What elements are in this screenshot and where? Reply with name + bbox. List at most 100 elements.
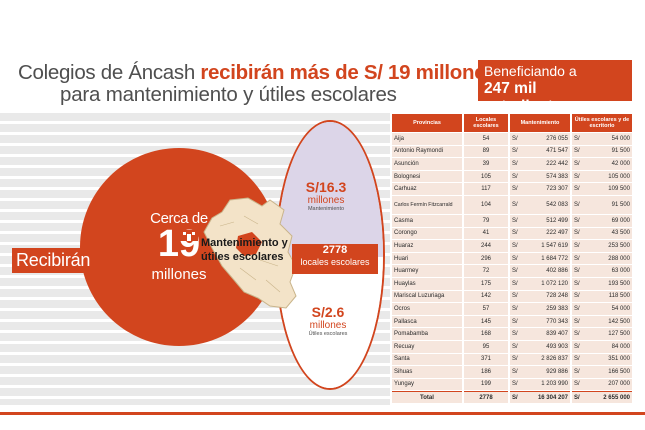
- cell-utiles-value: 105 000: [608, 173, 630, 180]
- cell-provincia: Casma: [392, 214, 462, 227]
- cell-locales: 186: [464, 366, 508, 378]
- cell-provincia: Asunción: [392, 158, 462, 170]
- cell-utiles: S/91 500: [572, 145, 632, 158]
- amount-maintenance: S/16.3 millones Mantenimiento: [296, 180, 356, 213]
- cell-locales: 175: [464, 277, 508, 290]
- table-row: Huaraz 244 S/1 547 619 S/253 500: [392, 240, 632, 252]
- cell-utiles: S/109 500: [572, 183, 632, 195]
- cell-locales: 117: [464, 183, 508, 195]
- province-table: Provincias Locales escolares Mantenimien…: [390, 113, 634, 404]
- cell-provincia: Yungay: [392, 378, 462, 391]
- amount-supplies-value: S/2.6: [311, 304, 345, 320]
- cell-utiles: S/288 000: [572, 252, 632, 265]
- currency-symbol: S/: [574, 148, 580, 155]
- currency-symbol: S/: [512, 201, 518, 208]
- school-icon: [179, 223, 199, 241]
- cell-locales: 39: [464, 158, 508, 170]
- cell-locales: 79: [464, 214, 508, 227]
- cell-mantenimiento-value: 542 083: [546, 201, 568, 208]
- footer-rule: [0, 412, 645, 415]
- table-row: Casma 79 S/512 499 S/69 000: [392, 214, 632, 227]
- top-blank-area: [0, 0, 645, 40]
- table-body: Aija 54 S/276 055 S/54 000 Antonio Raymondi 8…: [392, 133, 632, 403]
- table-row: Pallasca 145 S/770 343 S/142 500: [392, 315, 632, 328]
- total-mantenimiento: S/16 304 207: [510, 391, 570, 403]
- currency-symbol: S/: [574, 280, 580, 287]
- table-row: Antonio Raymondi 89 S/471 547 S/91 500: [392, 145, 632, 158]
- currency-symbol: S/: [512, 305, 518, 312]
- province-table-wrapper: Provincias Locales escolares Mantenimien…: [390, 113, 632, 404]
- currency-symbol: S/: [512, 268, 518, 275]
- cell-utiles: S/91 500: [572, 195, 632, 214]
- cell-provincia: Sihuas: [392, 366, 462, 378]
- cell-utiles: S/142 500: [572, 315, 632, 328]
- cell-utiles: S/63 000: [572, 265, 632, 277]
- table-row: Corongo 41 S/222 497 S/43 500: [392, 227, 632, 240]
- cell-mantenimiento: S/512 499: [510, 214, 570, 227]
- currency-symbol: S/: [574, 160, 580, 167]
- currency-symbol: S/: [574, 318, 580, 325]
- cell-mantenimiento: S/402 886: [510, 265, 570, 277]
- cell-mantenimiento: S/276 055: [510, 133, 570, 145]
- cell-provincia: Recuay: [392, 340, 462, 353]
- currency-symbol: S/: [574, 230, 580, 237]
- currency-symbol: S/: [574, 255, 580, 262]
- total-mantenimiento-value: 16 304 207: [537, 394, 568, 401]
- cell-utiles: S/54 000: [572, 303, 632, 315]
- cell-mantenimiento: S/493 903: [510, 340, 570, 353]
- cell-utiles: S/166 500: [572, 366, 632, 378]
- currency-symbol: S/: [574, 305, 580, 312]
- currency-symbol: S/: [512, 160, 518, 167]
- cell-mantenimiento-value: 2 826 837: [541, 356, 568, 363]
- cell-utiles: S/127 500: [572, 328, 632, 340]
- table-row: Bolognesi 105 S/574 383 S/105 000: [392, 170, 632, 183]
- cell-mantenimiento-value: 770 343: [546, 318, 568, 325]
- cell-locales: 145: [464, 315, 508, 328]
- cell-mantenimiento-value: 728 248: [546, 293, 568, 300]
- cell-locales: 105: [464, 170, 508, 183]
- cell-mantenimiento-value: 493 903: [546, 343, 568, 350]
- cell-mantenimiento: S/839 407: [510, 328, 570, 340]
- currency-symbol: S/: [512, 343, 518, 350]
- cell-provincia: Bolognesi: [392, 170, 462, 183]
- table-row: Asunción 39 S/222 442 S/42 000: [392, 158, 632, 170]
- cell-utiles: S/253 500: [572, 240, 632, 252]
- cell-mantenimiento: S/1 203 990: [510, 378, 570, 391]
- cell-locales: 41: [464, 227, 508, 240]
- cell-provincia: Antonio Raymondi: [392, 145, 462, 158]
- total-locales: 2778: [464, 391, 508, 403]
- currency-symbol: S/: [512, 331, 518, 338]
- locales-badge: 2778 locales escolares: [292, 244, 378, 274]
- cell-locales: 54: [464, 133, 508, 145]
- total-circle-line-3: millones: [151, 266, 207, 283]
- currency-symbol: S/: [512, 293, 518, 300]
- cell-utiles-value: 43 500: [611, 230, 630, 237]
- cell-mantenimiento: S/471 547: [510, 145, 570, 158]
- cell-locales: 244: [464, 240, 508, 252]
- cell-utiles-value: 91 500: [611, 148, 630, 155]
- currency-symbol: S/: [512, 217, 518, 224]
- table-row: Huarmey 72 S/402 886 S/63 000: [392, 265, 632, 277]
- cell-utiles: S/43 500: [572, 227, 632, 240]
- currency-symbol: S/: [512, 242, 518, 249]
- cell-mantenimiento: S/723 307: [510, 183, 570, 195]
- currency-symbol: S/: [512, 318, 518, 325]
- cell-utiles-value: 193 500: [608, 280, 630, 287]
- cell-locales: 89: [464, 145, 508, 158]
- cell-provincia: Aija: [392, 133, 462, 145]
- cell-utiles-value: 166 500: [608, 368, 630, 375]
- cell-mantenimiento: S/542 083: [510, 195, 570, 214]
- currency-symbol: S/: [512, 394, 518, 401]
- currency-symbol: S/: [512, 230, 518, 237]
- cell-locales: 104: [464, 195, 508, 214]
- cell-utiles-value: 69 000: [611, 217, 630, 224]
- cell-mantenimiento: S/2 826 837: [510, 353, 570, 366]
- cell-utiles: S/193 500: [572, 277, 632, 290]
- total-label: Total: [392, 391, 462, 403]
- table-header-row: Provincias Locales escolares Mantenimien…: [392, 114, 632, 132]
- table-row: Carlos Fermín Fitzcarrald 104 S/542 083 S/9…: [392, 195, 632, 214]
- cell-provincia: Corongo: [392, 227, 462, 240]
- currency-symbol: S/: [574, 293, 580, 300]
- cell-provincia: Pallasca: [392, 315, 462, 328]
- peru-map-icon: [203, 197, 297, 309]
